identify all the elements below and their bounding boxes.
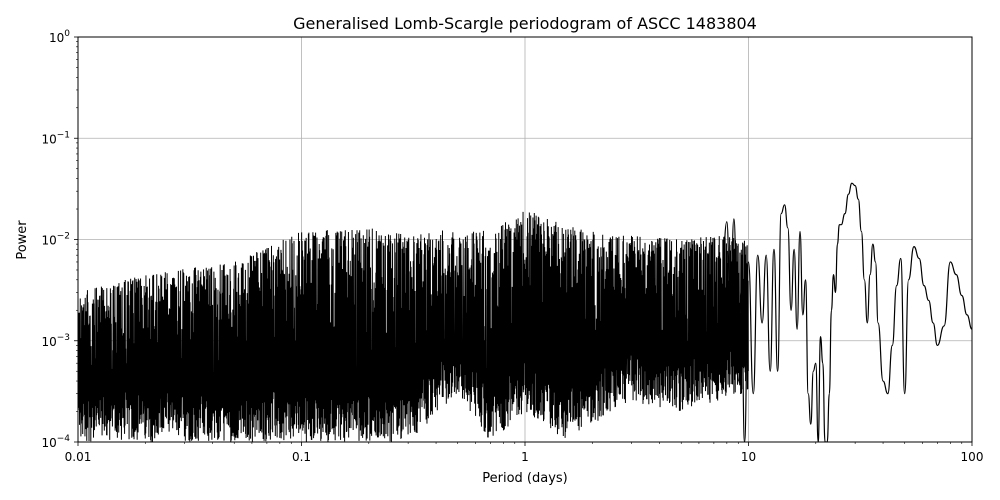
x-tick-label: 1 [521, 450, 529, 464]
x-tick-label: 10 [741, 450, 756, 464]
periodogram-noise-region [78, 211, 749, 442]
chart-title: Generalised Lomb-Scargle periodogram of … [293, 14, 757, 33]
y-tick-label: 10−3 [41, 333, 70, 349]
y-tick-label: 10−2 [41, 232, 70, 248]
axis-ticks: 0.01 0.1 1 10 100 10−4 10−3 10−2 10−1 100 [41, 29, 983, 464]
y-tick-label: 10−4 [41, 434, 70, 450]
y-tick-label: 10−1 [41, 130, 70, 146]
x-tick-label: 0.1 [292, 450, 311, 464]
y-axis-label: Power [15, 220, 30, 260]
x-axis-label: Period (days) [482, 471, 568, 486]
plot-frame [77, 36, 973, 443]
x-tick-label: 0.01 [65, 450, 92, 464]
x-tick-label: 100 [961, 450, 984, 464]
y-tick-label: 100 [49, 29, 70, 45]
